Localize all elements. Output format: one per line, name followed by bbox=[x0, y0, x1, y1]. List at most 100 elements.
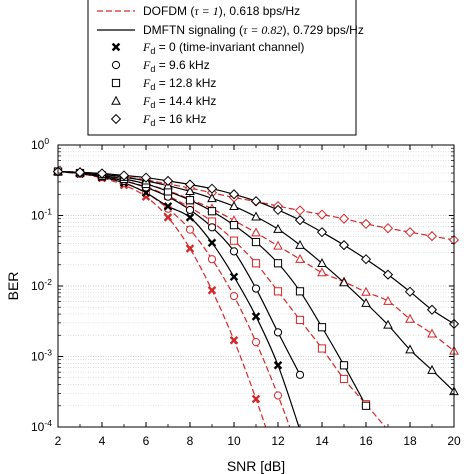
legend-marker-square bbox=[111, 78, 121, 88]
data-point-dmftn-x bbox=[185, 213, 195, 222]
y-tick-label: 10-2 bbox=[31, 277, 52, 293]
data-point-dmftn-circle bbox=[185, 205, 195, 215]
data-point-dmftn-diamond bbox=[74, 167, 86, 178]
data-point-dmftn-diamond bbox=[228, 189, 240, 200]
data-point-dmftn-x bbox=[163, 202, 173, 211]
legend-label-square: Fd = 12.8 kHz bbox=[142, 76, 216, 92]
legend-label-diamond: Fd = 16 kHz bbox=[142, 112, 206, 128]
data-point-dofdm-triangle bbox=[317, 267, 327, 277]
data-point-dmftn-triangle bbox=[361, 297, 371, 307]
data-point-dmftn-diamond bbox=[96, 168, 108, 179]
data-point-dmftn-circle bbox=[251, 284, 261, 293]
data-point-dmftn-x bbox=[251, 312, 261, 321]
legend-dmftn-label: DMFTN signaling (τ = 0.82), 0.729 bps/Hz bbox=[143, 23, 364, 37]
data-point-dofdm-diamond bbox=[404, 227, 416, 238]
data-point-dofdm-circle bbox=[185, 225, 195, 234]
legend-marker-diamond bbox=[110, 113, 122, 125]
data-point-dofdm-triangle bbox=[361, 286, 371, 296]
data-point-dofdm-x bbox=[251, 394, 261, 404]
legend-marker-triangle bbox=[111, 95, 121, 105]
x-tick-label: 6 bbox=[143, 434, 150, 448]
data-point-dofdm-x bbox=[163, 213, 173, 222]
data-point-dmftn-triangle bbox=[405, 344, 415, 354]
data-point-dofdm-diamond bbox=[426, 231, 438, 242]
data-point-dmftn-diamond bbox=[184, 179, 196, 190]
data-point-dmftn-circle bbox=[229, 247, 239, 256]
legend-marker-circle bbox=[111, 60, 121, 70]
data-point-dmftn-diamond bbox=[426, 304, 438, 315]
data-point-dmftn-diamond bbox=[338, 240, 350, 251]
data-point-dmftn-triangle bbox=[251, 211, 261, 221]
data-point-dmftn-diamond bbox=[360, 254, 372, 265]
legend-marker-entries: Fd = 0 (time-invariant channel) Fd = 9.6 … bbox=[110, 40, 304, 128]
series-line-dofdm-circle bbox=[58, 170, 291, 427]
data-point-dmftn-square bbox=[185, 196, 195, 205]
legend-label-circle: Fd = 9.6 kHz bbox=[142, 58, 210, 74]
legend-marker-x bbox=[111, 42, 121, 52]
data-point-dmftn-triangle bbox=[229, 201, 239, 211]
data-point-dmftn-circle bbox=[295, 370, 305, 379]
data-point-dofdm-x bbox=[185, 244, 195, 253]
data-point-dofdm-circle bbox=[251, 338, 261, 347]
series-markers bbox=[52, 166, 460, 410]
data-point-dmftn-square bbox=[251, 237, 261, 247]
data-point-dmftn-circle bbox=[273, 328, 283, 337]
data-point-dofdm-square bbox=[251, 259, 261, 268]
x-tick-label: 10 bbox=[227, 434, 241, 448]
data-point-dmftn-x bbox=[273, 361, 283, 370]
data-point-dmftn-diamond bbox=[294, 215, 306, 226]
data-point-dmftn-square bbox=[207, 207, 217, 216]
data-point-dofdm-diamond bbox=[294, 205, 306, 216]
data-point-dmftn-triangle bbox=[207, 193, 217, 203]
data-point-dmftn-x bbox=[207, 238, 217, 248]
data-point-dofdm-square bbox=[229, 236, 239, 245]
data-point-dofdm-triangle bbox=[405, 313, 415, 323]
x-tick-label: 12 bbox=[271, 434, 285, 448]
data-point-dofdm-circle bbox=[207, 255, 217, 264]
axis-ticks bbox=[57, 144, 455, 428]
data-point-dmftn-diamond bbox=[316, 227, 328, 238]
y-tick-label: 10-1 bbox=[31, 207, 52, 223]
x-tick-label: 8 bbox=[187, 434, 194, 448]
grid bbox=[58, 147, 454, 407]
data-point-dmftn-diamond bbox=[382, 269, 394, 280]
data-point-dmftn-triangle bbox=[185, 186, 195, 196]
data-point-dofdm-triangle bbox=[427, 328, 437, 338]
x-tick-label: 16 bbox=[359, 434, 373, 448]
data-point-dofdm-x bbox=[229, 336, 239, 345]
data-point-dofdm-triangle bbox=[273, 240, 283, 250]
legend-label-triangle: Fd = 14.4 kHz bbox=[142, 94, 216, 110]
data-point-dofdm-square bbox=[317, 344, 327, 353]
y-tick-label: 100 bbox=[31, 136, 49, 152]
y-axis-title: BER bbox=[5, 272, 21, 301]
data-point-dofdm-diamond bbox=[382, 223, 394, 234]
x-tick-labels: 2 4 6 8 10 12 14 16 18 20 bbox=[55, 434, 461, 448]
y-tick-label: 10-3 bbox=[31, 348, 52, 364]
data-point-dofdm-square bbox=[295, 315, 305, 325]
data-point-dofdm-diamond bbox=[360, 218, 372, 230]
data-point-dofdm-diamond bbox=[338, 213, 350, 224]
data-point-dofdm-circle bbox=[229, 291, 239, 301]
x-tick-label: 2 bbox=[55, 434, 62, 448]
data-point-dmftn-diamond bbox=[250, 196, 262, 207]
plot-area bbox=[52, 144, 460, 428]
x-axis-title: SNR [dB] bbox=[227, 458, 285, 474]
data-point-dmftn-square bbox=[229, 221, 239, 230]
data-point-dmftn-diamond bbox=[272, 204, 284, 216]
data-point-dmftn-triangle bbox=[295, 239, 305, 249]
legend-frame bbox=[87, 0, 357, 136]
data-point-dmftn-triangle bbox=[339, 277, 349, 287]
data-point-dmftn-x bbox=[229, 272, 239, 282]
legend-label-x: Fd = 0 (time-invariant channel) bbox=[142, 40, 304, 56]
data-point-dmftn-square bbox=[273, 259, 283, 268]
data-point-dmftn-diamond bbox=[162, 175, 174, 186]
data-point-dmftn-diamond bbox=[118, 170, 130, 181]
data-point-dmftn-diamond bbox=[404, 286, 416, 297]
data-point-dmftn-triangle bbox=[427, 364, 437, 374]
data-point-dofdm-triangle bbox=[383, 295, 393, 305]
y-tick-labels: 100 10-1 10-2 10-3 10-4 bbox=[31, 136, 52, 434]
data-point-dmftn-diamond bbox=[206, 183, 218, 194]
data-point-dmftn-triangle bbox=[273, 223, 283, 233]
data-point-dofdm-triangle bbox=[295, 253, 305, 263]
